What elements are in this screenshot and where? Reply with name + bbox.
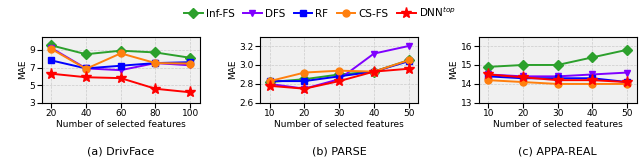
X-axis label: Number of selected features: Number of selected features — [275, 120, 404, 128]
Y-axis label: MAE: MAE — [18, 60, 27, 80]
X-axis label: Number of selected features: Number of selected features — [56, 120, 186, 128]
Text: (c) APPA-REAL: (c) APPA-REAL — [518, 146, 597, 156]
X-axis label: Number of selected features: Number of selected features — [493, 120, 623, 128]
Legend: Inf-FS, DFS, RF, CS-FS, DNN$^{top}$: Inf-FS, DFS, RF, CS-FS, DNN$^{top}$ — [184, 5, 456, 19]
Y-axis label: MAE: MAE — [228, 60, 237, 80]
Y-axis label: MAE: MAE — [449, 60, 458, 80]
Text: (a) DrivFace: (a) DrivFace — [87, 146, 154, 156]
Text: (b) PARSE: (b) PARSE — [312, 146, 367, 156]
